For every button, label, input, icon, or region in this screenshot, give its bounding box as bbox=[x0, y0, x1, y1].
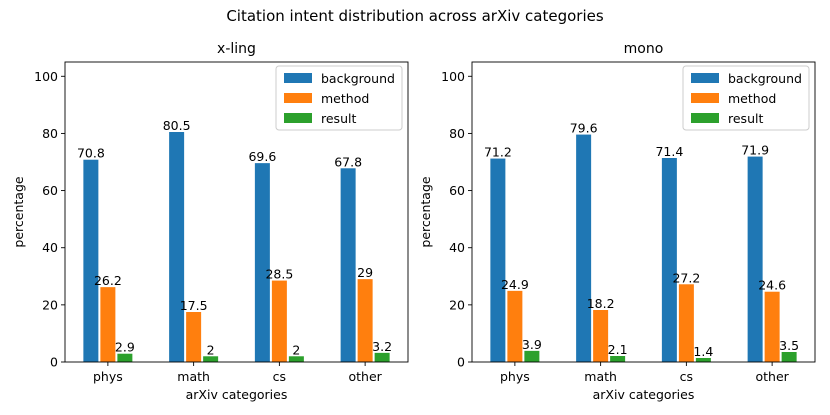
x-tick-label: cs bbox=[680, 369, 693, 384]
x-tick-label: math bbox=[177, 369, 210, 384]
figure-suptitle: Citation intent distribution across arXi… bbox=[226, 7, 604, 25]
bar-background-phys bbox=[83, 159, 99, 362]
data-label-result-other: 3.5 bbox=[779, 338, 799, 353]
bar-result-cs bbox=[288, 356, 304, 362]
x-axis-label: arXiv categories bbox=[593, 387, 695, 402]
x-tick-label: phys bbox=[500, 369, 530, 384]
data-label-background-math: 80.5 bbox=[163, 118, 191, 133]
legend-entry-method: method bbox=[321, 91, 369, 106]
data-label-result-other: 3.2 bbox=[372, 339, 392, 354]
bar-background-other bbox=[747, 156, 763, 362]
axes-frame bbox=[471, 61, 816, 363]
bar-method-cs bbox=[271, 280, 287, 362]
bar-result-math bbox=[203, 356, 219, 362]
legend-swatch-result bbox=[284, 113, 312, 123]
data-label-method-other: 29 bbox=[357, 265, 373, 280]
bar-method-phys bbox=[100, 287, 116, 362]
bar-method-phys bbox=[507, 290, 523, 362]
data-label-method-cs: 27.2 bbox=[672, 270, 700, 285]
bar-background-math bbox=[169, 132, 185, 362]
y-tick-label: 40 bbox=[42, 240, 58, 255]
legend-swatch-background bbox=[284, 73, 312, 83]
bar-method-math bbox=[186, 312, 202, 362]
data-label-background-cs: 71.4 bbox=[655, 144, 683, 159]
bar-result-phys bbox=[524, 350, 540, 362]
panel-title: x-ling bbox=[217, 41, 256, 57]
legend-swatch-result bbox=[691, 113, 719, 123]
legend-swatch-background bbox=[691, 73, 719, 83]
y-tick-label: 100 bbox=[441, 69, 465, 84]
legend-entry-background: background bbox=[728, 71, 802, 86]
y-axis-label: percentage bbox=[11, 176, 26, 247]
bar-background-cs bbox=[254, 163, 270, 362]
panel-title: mono bbox=[624, 41, 664, 57]
bar-result-math bbox=[610, 356, 626, 362]
y-tick-label: 20 bbox=[449, 297, 465, 312]
data-label-method-phys: 24.9 bbox=[501, 277, 529, 292]
bar-background-other bbox=[340, 168, 356, 362]
bar-method-cs bbox=[678, 284, 694, 362]
bar-result-cs bbox=[695, 358, 711, 362]
y-axis-label: percentage bbox=[418, 176, 433, 247]
data-label-method-cs: 28.5 bbox=[265, 267, 293, 282]
bar-result-other bbox=[781, 352, 797, 362]
y-tick-label: 0 bbox=[50, 355, 58, 370]
data-label-result-phys: 3.9 bbox=[522, 337, 542, 352]
x-tick-label: cs bbox=[273, 369, 286, 384]
legend-swatch-method bbox=[691, 93, 719, 103]
bar-background-phys bbox=[490, 158, 506, 362]
x-tick-label: other bbox=[755, 369, 789, 384]
legend-entry-result: result bbox=[321, 111, 356, 126]
bar-background-math bbox=[576, 134, 592, 362]
data-label-background-phys: 71.2 bbox=[484, 145, 512, 160]
legend-swatch-method bbox=[284, 93, 312, 103]
data-label-background-phys: 70.8 bbox=[77, 146, 105, 161]
y-tick-label: 40 bbox=[449, 240, 465, 255]
x-tick-label: other bbox=[348, 369, 382, 384]
data-label-background-other: 67.8 bbox=[334, 154, 362, 169]
data-label-background-cs: 69.6 bbox=[248, 149, 276, 164]
axes-frame bbox=[64, 61, 409, 363]
data-label-result-math: 2.1 bbox=[608, 342, 628, 357]
bar-method-other bbox=[764, 291, 780, 362]
y-tick-label: 100 bbox=[34, 69, 58, 84]
bar-method-math bbox=[593, 310, 609, 362]
x-tick-label: math bbox=[584, 369, 617, 384]
bar-result-phys bbox=[117, 353, 133, 362]
y-tick-label: 0 bbox=[457, 355, 465, 370]
data-label-result-math: 2 bbox=[207, 342, 215, 357]
y-tick-label: 80 bbox=[449, 126, 465, 141]
data-label-method-phys: 26.2 bbox=[94, 273, 122, 288]
y-tick-label: 60 bbox=[449, 183, 465, 198]
bar-background-cs bbox=[661, 158, 677, 362]
data-label-background-math: 79.6 bbox=[570, 121, 598, 136]
bar-method-other bbox=[357, 279, 373, 362]
legend-entry-background: background bbox=[321, 71, 395, 86]
y-tick-label: 20 bbox=[42, 297, 58, 312]
data-label-method-math: 18.2 bbox=[587, 296, 615, 311]
chart-panel-mono: mono 71.2 79.6 71.4 71.9 24.9 18.2 27.2 24.6 3.9 2… bbox=[418, 41, 816, 402]
y-tick-label: 60 bbox=[42, 183, 58, 198]
data-label-method-math: 17.5 bbox=[180, 298, 208, 313]
data-label-result-cs: 2 bbox=[292, 342, 300, 357]
legend-entry-result: result bbox=[728, 111, 763, 126]
chart-panel-x-ling: x-ling 70.8 80.5 69.6 67.8 26.2 17.5 28.5 29 2.9 2… bbox=[11, 41, 409, 402]
legend-entry-method: method bbox=[728, 91, 776, 106]
data-label-result-cs: 1.4 bbox=[693, 344, 713, 359]
y-tick-label: 80 bbox=[42, 126, 58, 141]
data-label-method-other: 24.6 bbox=[758, 278, 786, 293]
x-axis-label: arXiv categories bbox=[186, 387, 288, 402]
bar-result-other bbox=[374, 352, 390, 362]
data-label-background-other: 71.9 bbox=[741, 143, 769, 158]
x-tick-label: phys bbox=[93, 369, 123, 384]
data-label-result-phys: 2.9 bbox=[115, 340, 135, 355]
